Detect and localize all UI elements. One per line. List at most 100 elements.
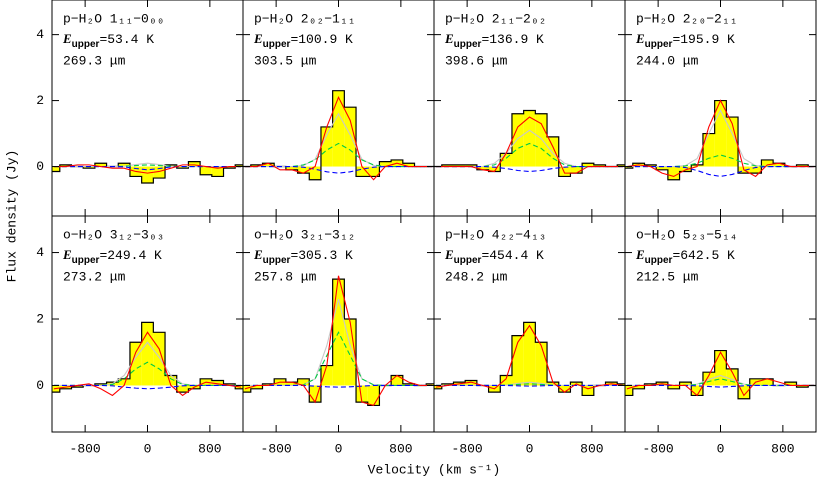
panel-title: p−H₂O 2₂₀−2₁₁ <box>636 11 737 26</box>
energy-label: Eupper=305.3 K <box>253 247 353 266</box>
flux-bin <box>702 372 715 386</box>
flux-bin <box>749 166 762 174</box>
panel <box>434 321 625 397</box>
flux-bin <box>625 385 633 396</box>
x-tick-label: -800 <box>452 441 483 456</box>
flux-bin <box>297 166 310 174</box>
flux-bin <box>402 163 415 167</box>
energy-value: =100.9 K <box>290 32 353 47</box>
flux-bin <box>165 375 177 386</box>
panel <box>625 349 816 400</box>
flux-bin <box>176 166 189 169</box>
model-line <box>53 331 242 397</box>
energy-label: Eupper=249.4 K <box>62 247 162 266</box>
flux-bin <box>262 383 275 386</box>
x-tick-label: -800 <box>643 441 674 456</box>
panel-title: o−H₂O 3₁₂−3₀₃ <box>63 227 164 242</box>
flux-bin <box>511 113 524 167</box>
model-line <box>626 99 815 178</box>
wavelength: 212.5 μm <box>636 269 699 284</box>
x-tick-label: -800 <box>70 441 101 456</box>
flux-bin <box>141 166 154 184</box>
energy-value: =136.9 K <box>481 32 544 47</box>
flux-bin <box>679 382 692 386</box>
x-tick-label: 0 <box>335 441 343 456</box>
flux-bin <box>235 164 243 167</box>
panel-title: p−H₂O 2₀₂−1₁₁ <box>254 11 355 26</box>
flux-bin <box>297 378 310 386</box>
panel-frame <box>624 215 817 433</box>
step-outline <box>52 160 243 184</box>
model-line <box>626 351 815 397</box>
x-tick-label: 0 <box>526 441 534 456</box>
panel-title: p−H₂O 2₁₁−2₀₂ <box>445 11 546 26</box>
flux-bin <box>94 383 107 386</box>
flux-bin <box>441 164 454 167</box>
energy-symbol: E <box>444 247 454 262</box>
flux-bin <box>547 382 559 386</box>
model-line <box>53 164 242 174</box>
y-axis-label: Flux density (Jy) <box>4 150 19 283</box>
flux-bin <box>250 385 263 389</box>
energy-value: =195.9 K <box>672 32 735 47</box>
flux-bin <box>223 166 236 169</box>
flux-bin <box>379 161 392 167</box>
x-tick-label: 0 <box>144 441 152 456</box>
flux-bin <box>441 383 454 386</box>
flux-bin <box>656 166 668 170</box>
flux-bin <box>52 166 60 172</box>
x-tick-label: 800 <box>198 441 221 456</box>
wavelength: 273.2 μm <box>63 269 126 284</box>
flux-bin <box>153 332 166 386</box>
flux-bin <box>285 166 298 170</box>
step-outline <box>243 90 434 181</box>
flux-bin <box>488 166 501 172</box>
flux-bin <box>644 164 657 167</box>
flux-bin <box>141 322 154 386</box>
model-line <box>244 142 433 168</box>
flux-bin <box>223 383 236 386</box>
flux-bin <box>188 161 201 167</box>
flux-bin <box>523 110 536 167</box>
x-axis-label: Velocity (km s⁻¹) <box>368 462 501 477</box>
y-tick-label: 2 <box>36 93 44 108</box>
model-line <box>53 384 242 390</box>
flux-bin <box>391 375 403 386</box>
flux-bin <box>500 375 512 386</box>
panel-title: o−H₂O 3₂₁−3₁₂ <box>254 227 355 242</box>
flux-bin <box>356 166 368 177</box>
energy-value: =454.4 K <box>481 248 544 263</box>
model-line <box>244 384 433 388</box>
y-tick-label: 4 <box>36 27 44 42</box>
flux-bin <box>726 117 739 167</box>
energy-value: =53.4 K <box>99 32 154 47</box>
flux-bin <box>465 380 477 386</box>
panel-title: o−H₂O 5₂₃−5₁₄ <box>636 227 737 242</box>
wavelength: 398.6 μm <box>445 53 508 68</box>
flux-bin <box>558 385 571 393</box>
flux-bin <box>309 166 321 180</box>
panel <box>52 160 243 184</box>
flux-bin <box>465 164 477 167</box>
energy-symbol: E <box>635 31 645 46</box>
flux-bin <box>625 166 633 169</box>
flux-bin <box>547 136 559 167</box>
flux-bin <box>356 385 368 403</box>
flux-bin <box>83 166 95 169</box>
flux-bin <box>714 100 727 167</box>
y-tick-label: 0 <box>36 159 44 174</box>
energy-subscript: upper <box>454 255 482 266</box>
energy-subscript: upper <box>72 39 100 50</box>
flux-bin <box>535 342 548 386</box>
x-tick-label: 800 <box>771 441 794 456</box>
energy-subscript: upper <box>263 255 291 266</box>
flux-bin <box>667 166 680 180</box>
flux-bin <box>476 166 489 170</box>
energy-value: =249.4 K <box>99 248 162 263</box>
flux-bin <box>118 163 130 167</box>
model-line <box>244 95 433 181</box>
energy-value: =642.5 K <box>672 248 735 263</box>
flux-bin <box>59 164 72 167</box>
model-line <box>244 165 433 174</box>
